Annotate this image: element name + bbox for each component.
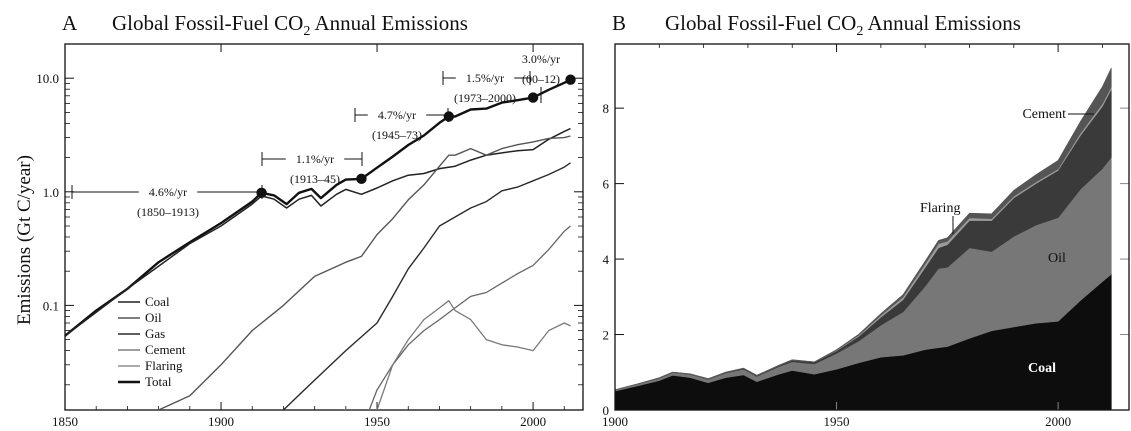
panel-a-ylabel: Emissions (Gt C/year) [14, 155, 35, 325]
panel-a-title: Global Fossil-Fuel CO2 Annual Emissions [112, 11, 468, 39]
annotation-period: (1913–45) [290, 172, 340, 186]
panel-b-ytick-label: 8 [603, 101, 610, 116]
annotation-rate: 3.0%/yr [522, 52, 560, 66]
annotation-period: (1973–2000) [454, 91, 516, 105]
panel-a-letter: A [62, 11, 78, 35]
panel-b-areas [615, 67, 1112, 410]
panel-b-title: Global Fossil-Fuel CO2 Annual Emissions [665, 11, 1021, 39]
annotation-period: (1945–73) [372, 128, 422, 142]
panel-a-ytick-label: 1.0 [43, 185, 59, 200]
series-line-oil [158, 135, 571, 410]
series-line-cement [343, 225, 571, 410]
panel-b-labels: Cement Flaring Oil Coal [920, 107, 1094, 376]
panel-b-frame [614, 43, 1130, 411]
label-coal: Coal [1028, 361, 1056, 376]
legend-label-cement: Cement [145, 342, 186, 357]
panel-b-title-rest: Annual Emissions [863, 11, 1021, 35]
series-line-coal [65, 127, 571, 337]
panel-a-title-main: Global Fossil-Fuel CO [112, 11, 303, 35]
panel-a-xtick-label: 2000 [520, 414, 546, 429]
label-flaring: Flaring [920, 201, 960, 216]
panel-a-annotations: 4.6%/yr (1850–1913) 1.1%/yr (1913–45) 4.7%/y… [71, 52, 560, 219]
annotation-rate: 4.6%/yr [149, 185, 187, 199]
annotation-period: (1850–1913) [137, 205, 199, 219]
annotation-rate: 4.7%/yr [378, 108, 416, 122]
panel-b-xtick-label: 1900 [602, 414, 628, 429]
panel-b-ytick-label: 0 [603, 403, 610, 418]
panel-a: A Global Fossil-Fuel CO2 Annual Emission… [14, 11, 584, 429]
panel-a-xtick-label: 1900 [208, 414, 234, 429]
panel-a-frame [64, 43, 584, 411]
panel-b-title-sub: 2 [856, 24, 863, 39]
annotation-period: (00–12) [522, 72, 560, 86]
annotation-rate: 1.1%/yr [296, 152, 334, 166]
total-marker-point [527, 92, 539, 103]
series-line-gas [282, 162, 571, 410]
annotation-rate: 1.5%/yr [466, 71, 504, 85]
panel-b-letter: B [612, 11, 626, 35]
area-cement [615, 67, 1112, 391]
panel-a-title-sub: 2 [303, 24, 310, 39]
panel-a-xtick-label: 1850 [52, 414, 78, 429]
legend-label-coal: Coal [145, 294, 170, 309]
panel-b: B Global Fossil-Fuel CO2 Annual Emission… [602, 11, 1130, 429]
panel-b-ytick-label: 4 [603, 252, 610, 267]
legend-label-flaring: Flaring [145, 358, 183, 373]
series-line-flaring [376, 300, 571, 410]
label-oil: Oil [1048, 251, 1066, 266]
legend-label-total: Total [145, 374, 172, 389]
panel-b-xtick-label: 2000 [1045, 414, 1071, 429]
panel-a-ytick-label: 0.1 [43, 298, 59, 313]
total-marker-point [443, 111, 455, 122]
panel-a-axes: 1850 1900 1950 2000 10.0 1.0 0.1 [36, 43, 583, 429]
panel-b-xtick-label: 1950 [824, 414, 850, 429]
panel-a-series [65, 74, 576, 410]
panel-a-ytick-label: 10.0 [36, 71, 59, 86]
panel-a-xtick-label: 1950 [364, 414, 390, 429]
total-marker-point [356, 173, 367, 185]
total-marker-point [565, 74, 576, 85]
legend-label-oil: Oil [145, 310, 162, 325]
panel-b-ytick-label: 2 [603, 328, 610, 343]
panel-b-ytick-label: 6 [603, 177, 610, 192]
panel-b-title-main: Global Fossil-Fuel CO [665, 11, 856, 35]
label-cement: Cement [1022, 107, 1066, 122]
legend-label-gas: Gas [145, 326, 165, 341]
panel-a-title-rest: Annual Emissions [310, 11, 468, 35]
